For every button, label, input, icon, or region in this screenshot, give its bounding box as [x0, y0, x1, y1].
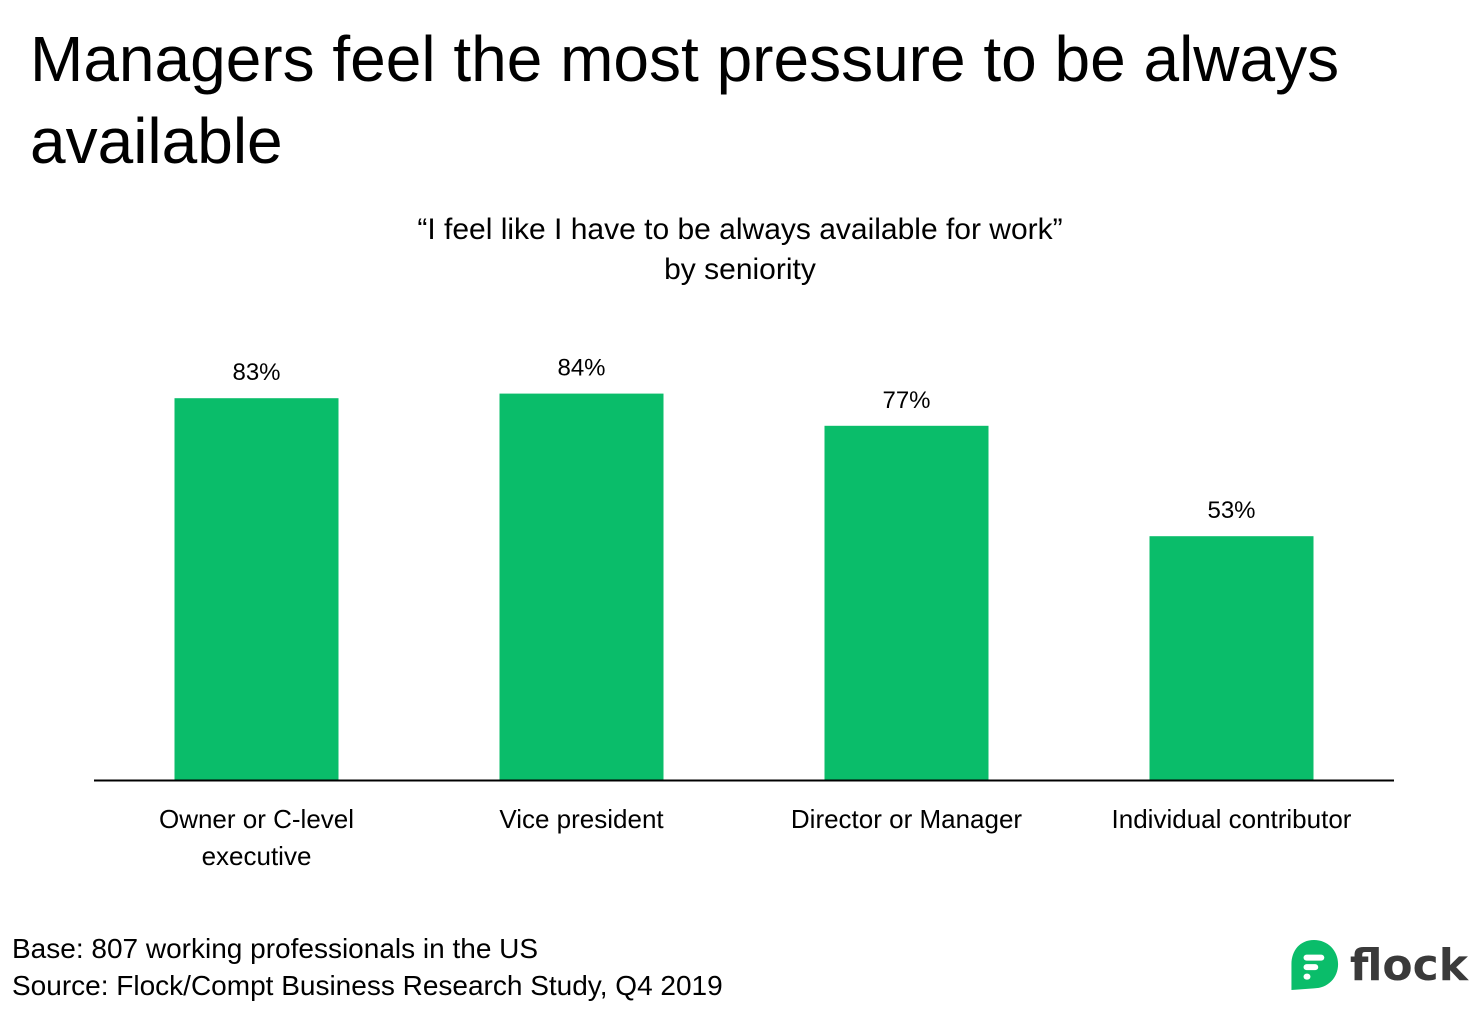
bar-0 — [174, 398, 339, 780]
flock-logo: flock — [1288, 932, 1468, 998]
bar-value-label-0: 83% — [232, 359, 280, 386]
category-label-2: Director or Manager — [791, 804, 1023, 834]
logo-bar-bottom — [1303, 973, 1311, 980]
bar-chart: 83% Owner or C-level executive 84% Vice pres… — [94, 355, 1394, 871]
bar-1 — [499, 393, 664, 780]
logo-bar-middle — [1303, 964, 1319, 971]
category-label-3: Individual contributor — [1112, 804, 1352, 834]
bar-value-label-1: 84% — [557, 355, 605, 382]
flock-logo-text: flock — [1349, 939, 1468, 991]
bar-3 — [1149, 536, 1314, 780]
footnote-base: Base: 807 working professionals in the U… — [12, 933, 539, 964]
bar-value-label-2: 77% — [882, 387, 930, 414]
footnote: Base: 807 working professionals in the U… — [12, 930, 723, 1004]
bar-2 — [824, 425, 989, 780]
chart-heading-quote: “I feel like I have to be always availab… — [417, 213, 1063, 246]
flock-logo-icon — [1291, 939, 1339, 991]
bar-value-label-3: 53% — [1207, 497, 1255, 524]
chart-heading: “I feel like I have to be always availab… — [0, 210, 1480, 290]
category-label-1: Vice president — [499, 804, 664, 834]
logo-bar-top — [1303, 954, 1325, 961]
slide-title: Managers feel the most pressure to be al… — [30, 23, 1340, 177]
category-label-0: Owner or C-level executive — [159, 804, 354, 871]
chart-heading-subtitle: by seniority — [664, 253, 816, 286]
footnote-source: Source: Flock/Compt Business Research St… — [12, 970, 723, 1001]
